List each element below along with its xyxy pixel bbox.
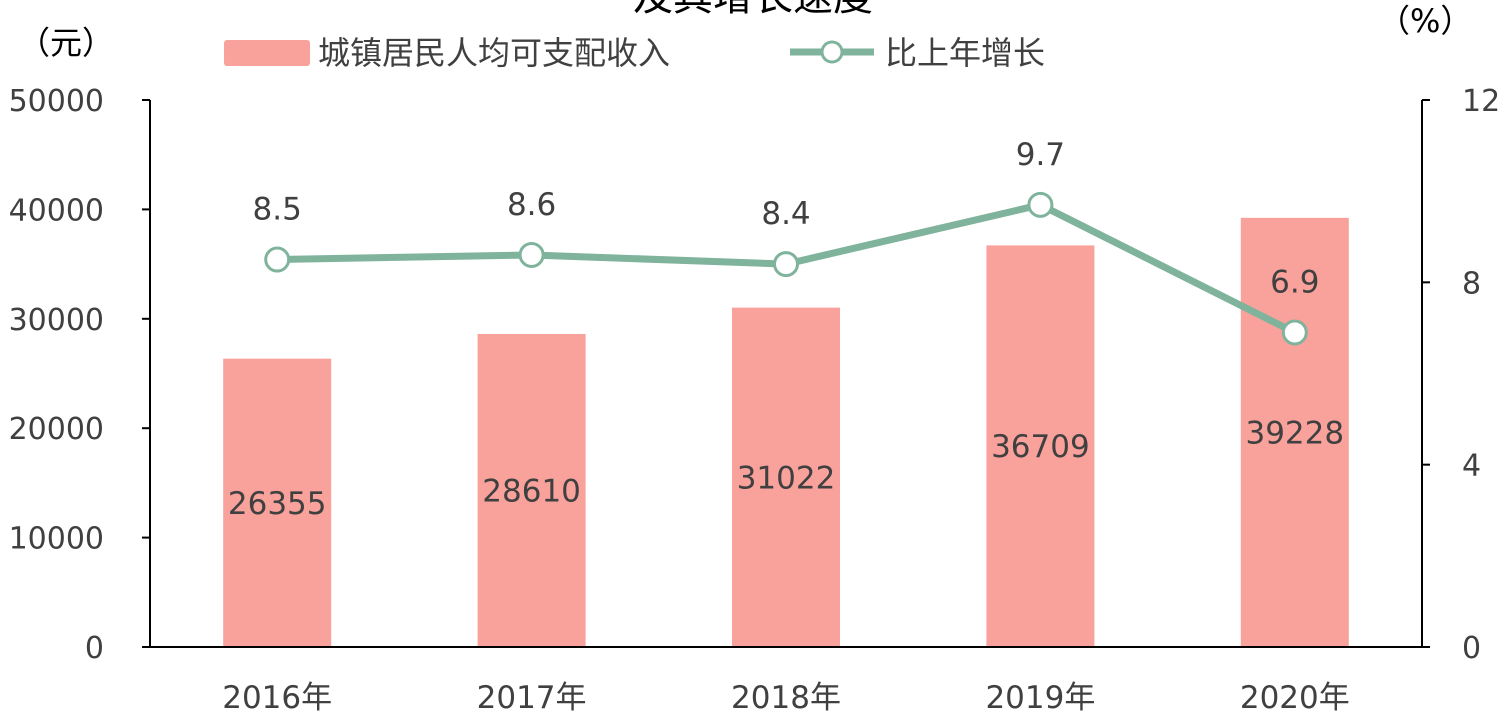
left-tick-label: 20000 [9, 412, 104, 447]
legend-bar-swatch [224, 40, 310, 66]
bar [223, 358, 332, 647]
category-label: 2020年 [1240, 680, 1350, 716]
legend-bar-label: 城镇居民人均可支配收入 [318, 34, 670, 72]
bar [477, 334, 586, 647]
bar [1240, 217, 1349, 647]
growth-point [1027, 191, 1054, 218]
bar-value-label: 28610 [482, 474, 581, 510]
left-tick-label: 0 [85, 631, 104, 666]
legend-line-marker [820, 40, 844, 64]
growth-point [518, 241, 545, 268]
right-tick-label: 8 [1462, 266, 1481, 301]
bar-value-label: 39228 [1245, 415, 1344, 451]
growth-value-label: 8.6 [507, 187, 556, 223]
category-label: 2019年 [985, 680, 1095, 716]
growth-point [773, 251, 799, 278]
category-label: 2018年 [731, 680, 841, 716]
category-label: 2016年 [222, 680, 332, 716]
bar-value-label: 26355 [228, 486, 327, 522]
growth-point [264, 246, 291, 273]
plot-area: 0 10000 20000 30000 40000 50000 0 4 8 12 26355 2861… [9, 84, 1501, 716]
right-tick-label: 12 [1462, 84, 1500, 119]
growth-value-label: 8.4 [761, 196, 810, 232]
growth-value-label: 6.9 [1270, 264, 1319, 300]
left-tick-label: 50000 [9, 84, 104, 119]
right-tick-label: 4 [1462, 449, 1481, 484]
legend-line-label: 比上年增长 [885, 34, 1045, 72]
growth-value-label: 8.5 [253, 192, 302, 228]
right-axis-unit: （%） [1378, 2, 1472, 40]
right-tick-label: 0 [1462, 631, 1481, 666]
left-tick-label: 30000 [9, 303, 104, 338]
left-tick-label: 10000 [9, 522, 104, 557]
left-tick-label: 40000 [9, 193, 104, 228]
growth-value-label: 9.7 [1016, 137, 1065, 173]
left-axis-unit: （元） [18, 24, 114, 62]
growth-point [1281, 319, 1308, 346]
bar [732, 307, 840, 647]
bar-value-label: 31022 [737, 460, 836, 496]
chart-title: 及其增长速度 [633, 0, 873, 20]
category-label: 2017年 [477, 680, 587, 716]
bar-value-label: 36709 [991, 429, 1090, 465]
bar [986, 245, 1095, 647]
